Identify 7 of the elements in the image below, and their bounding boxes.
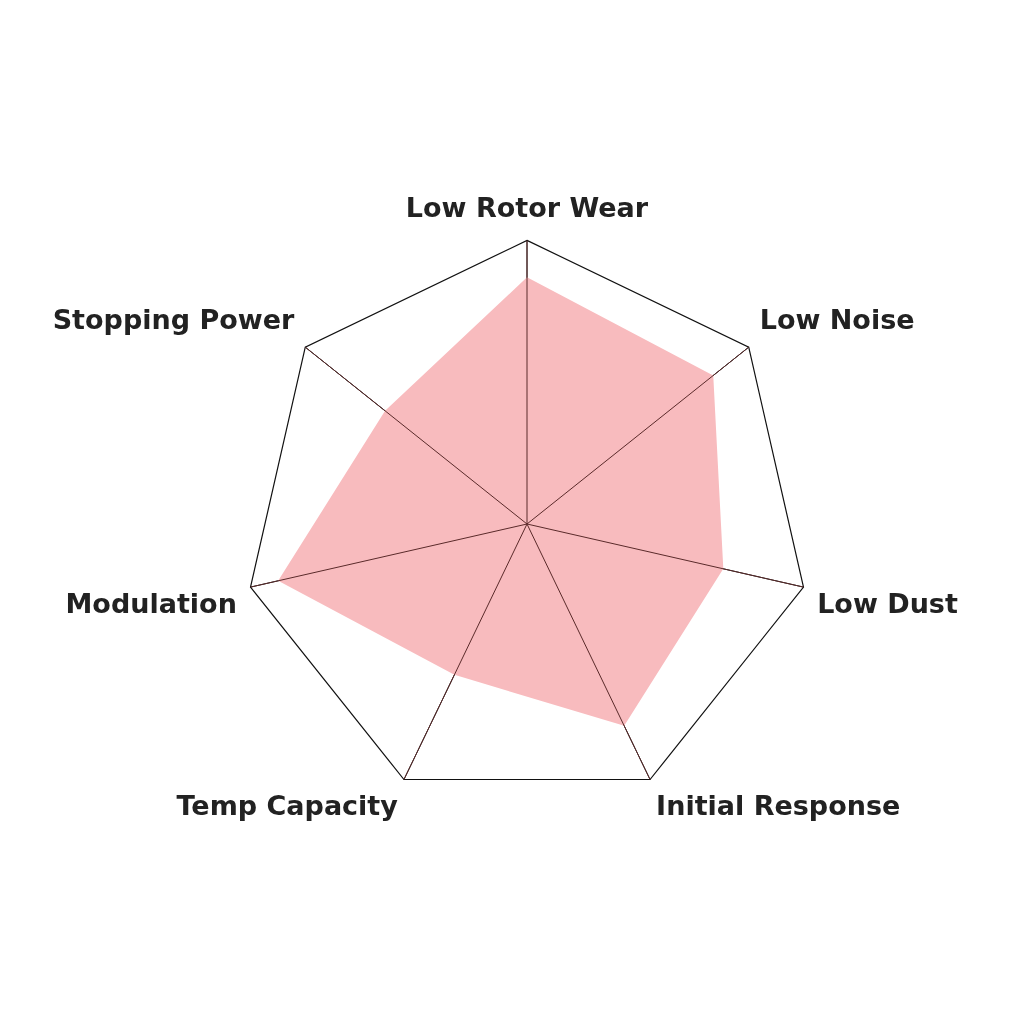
spoke-label: Low Noise [759,304,915,336]
spoke-label: Temp Capacity [176,790,399,822]
spoke-label: Low Rotor Wear [405,192,649,224]
spoke-label: Initial Response [656,790,901,822]
spoke-label: Modulation [65,588,237,620]
spoke-label: Low Dust [817,588,958,620]
spoke-label: Stopping Power [52,304,296,336]
